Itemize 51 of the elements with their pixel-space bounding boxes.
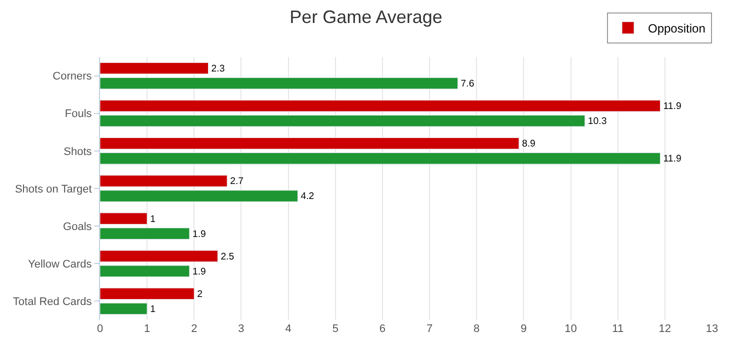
x-tick-label: 8 [474, 323, 480, 335]
x-tick-label: 9 [520, 323, 527, 335]
x-tick-label: 3 [238, 323, 244, 335]
chart-title: Per Game Average [290, 7, 442, 28]
bar [100, 190, 298, 202]
y-tick-label: Fouls [64, 108, 92, 120]
data-label: 1.9 [192, 266, 206, 278]
x-tick-label: 7 [426, 323, 433, 335]
bar [100, 288, 194, 300]
legend-label: Opposition [648, 21, 706, 36]
y-tick-label: Goals [63, 220, 92, 233]
bar [100, 138, 520, 150]
data-label: 1 [150, 304, 156, 315]
x-tick-label: 1 [144, 323, 150, 335]
bar [100, 265, 190, 278]
bar [100, 250, 218, 262]
data-label: 1 [150, 214, 156, 225]
data-label: 8.9 [522, 138, 536, 150]
x-tick-label: 4 [285, 323, 292, 335]
x-tick-label: 12 [658, 323, 672, 335]
x-tick-label: 11 [612, 323, 624, 335]
bar [100, 302, 148, 315]
bar [100, 114, 586, 127]
data-label: 1.9 [192, 228, 206, 240]
data-label: 11.9 [663, 154, 682, 165]
x-tick-label: 5 [332, 323, 338, 335]
data-label: 2.3 [211, 63, 225, 74]
x-tick-label: 6 [379, 323, 386, 335]
bar [100, 62, 209, 74]
x-tick-label: 0 [96, 323, 104, 335]
x-tick-label: 13 [706, 323, 718, 335]
data-label: 2.7 [230, 176, 244, 188]
data-label: 4.2 [300, 191, 314, 202]
x-tick-label: 2 [191, 323, 198, 335]
y-tick-label: Yellow Cards [28, 258, 92, 270]
data-label: 2.5 [220, 251, 234, 262]
bar [100, 77, 458, 90]
bar [100, 228, 190, 240]
data-label: 2 [197, 288, 203, 300]
bar [100, 152, 660, 164]
y-tick-label: Shots [64, 146, 92, 158]
y-tick-label: Total Red Cards [12, 296, 92, 308]
bar [100, 100, 660, 112]
bar [100, 175, 228, 187]
y-tick-label: Corners [52, 70, 92, 83]
data-label: 10.3 [588, 116, 607, 128]
x-tick-label: 10 [564, 323, 577, 335]
data-label: 11.9 [663, 101, 682, 112]
bar [100, 212, 148, 224]
y-tick-label: Shots on Target [14, 183, 92, 196]
data-label: 7.6 [460, 78, 474, 90]
